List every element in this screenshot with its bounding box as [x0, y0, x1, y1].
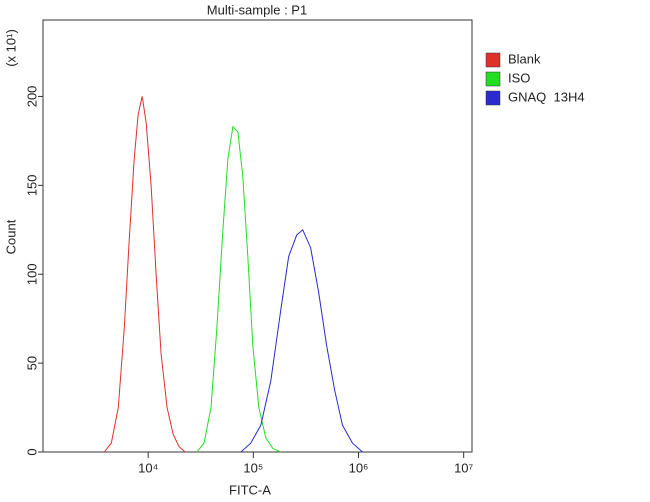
- y-tick-label: 0: [24, 448, 39, 455]
- y-tick-label: 100: [24, 263, 39, 285]
- legend-label: Blank: [508, 51, 541, 66]
- legend-swatch: [485, 52, 501, 68]
- legend-swatch: [485, 71, 501, 87]
- x-tick-label: 10⁷: [454, 460, 473, 475]
- legend-swatch: [485, 90, 501, 106]
- histogram-line: [240, 228, 363, 453]
- histogram-line: [196, 125, 282, 453]
- histogram-line: [103, 96, 186, 453]
- y-axis-label: Count: [3, 219, 18, 254]
- y-tick-label: 200: [24, 86, 39, 108]
- chart-title: Multi-sample : P1: [207, 2, 307, 17]
- y-tick-label: 50: [24, 356, 39, 370]
- x-tick-label: 10⁶: [349, 460, 369, 475]
- legend-label: GNAQ 13H4: [508, 89, 585, 104]
- x-tick-label: 10⁵: [243, 460, 263, 475]
- y-tick-label: 150: [24, 174, 39, 196]
- x-tick-label: 10⁴: [138, 460, 158, 475]
- y-multiplier: (x 10¹): [3, 29, 18, 67]
- x-axis-label: FITC-A: [229, 482, 271, 497]
- plot-frame: [42, 19, 473, 453]
- legend-label: ISO: [508, 70, 530, 85]
